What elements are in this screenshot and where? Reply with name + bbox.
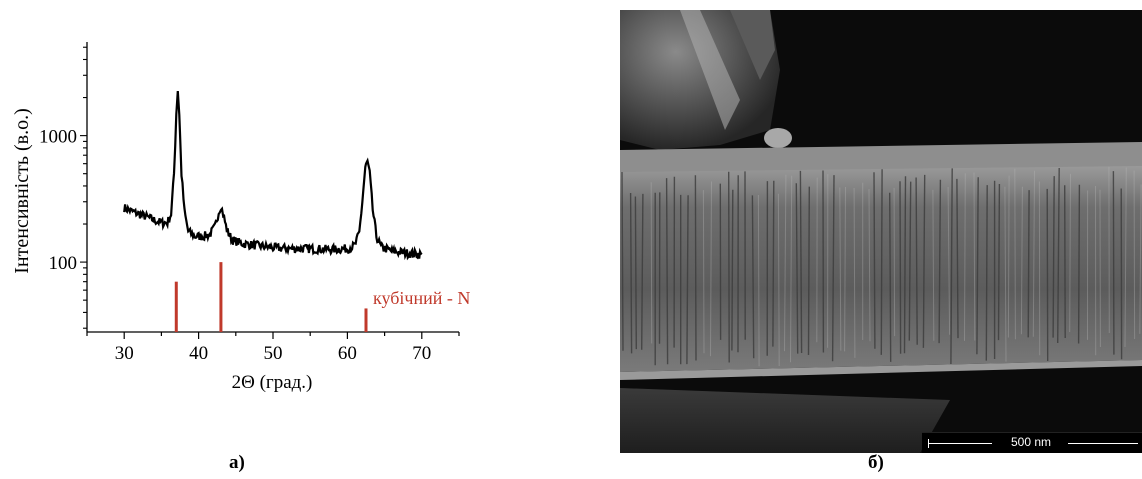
- caption-left: а): [229, 452, 245, 473]
- reference-label: кубічний - NiO: [373, 288, 470, 308]
- x-tick-label: 50: [264, 343, 283, 364]
- sem-image-drawing: [620, 10, 1142, 453]
- x-tick-label: 70: [412, 343, 431, 364]
- y-tick-label: 100: [49, 253, 78, 274]
- chart-axes: [80, 42, 460, 339]
- y-axis-label: Інтенсивність (в.о.): [11, 108, 33, 273]
- x-axis-label: 2Θ (град.): [232, 372, 313, 393]
- reference-lines: [174, 262, 368, 332]
- scale-bar-label: 500 nm: [1010, 435, 1052, 449]
- y-tick-labels: 100 1000: [39, 127, 77, 274]
- caption-right: б): [868, 452, 884, 473]
- scale-bar: 500 nm: [922, 432, 1142, 453]
- sem-micrograph: 500 nm: [620, 10, 1142, 453]
- x-tick-label: 30: [115, 343, 134, 364]
- x-tick-label: 60: [338, 343, 357, 364]
- x-tick-labels: 30 40 50 60 70: [115, 343, 432, 364]
- x-tick-label: 40: [189, 343, 208, 364]
- y-tick-label: 1000: [39, 127, 77, 148]
- xrd-pattern-line: [123, 91, 423, 261]
